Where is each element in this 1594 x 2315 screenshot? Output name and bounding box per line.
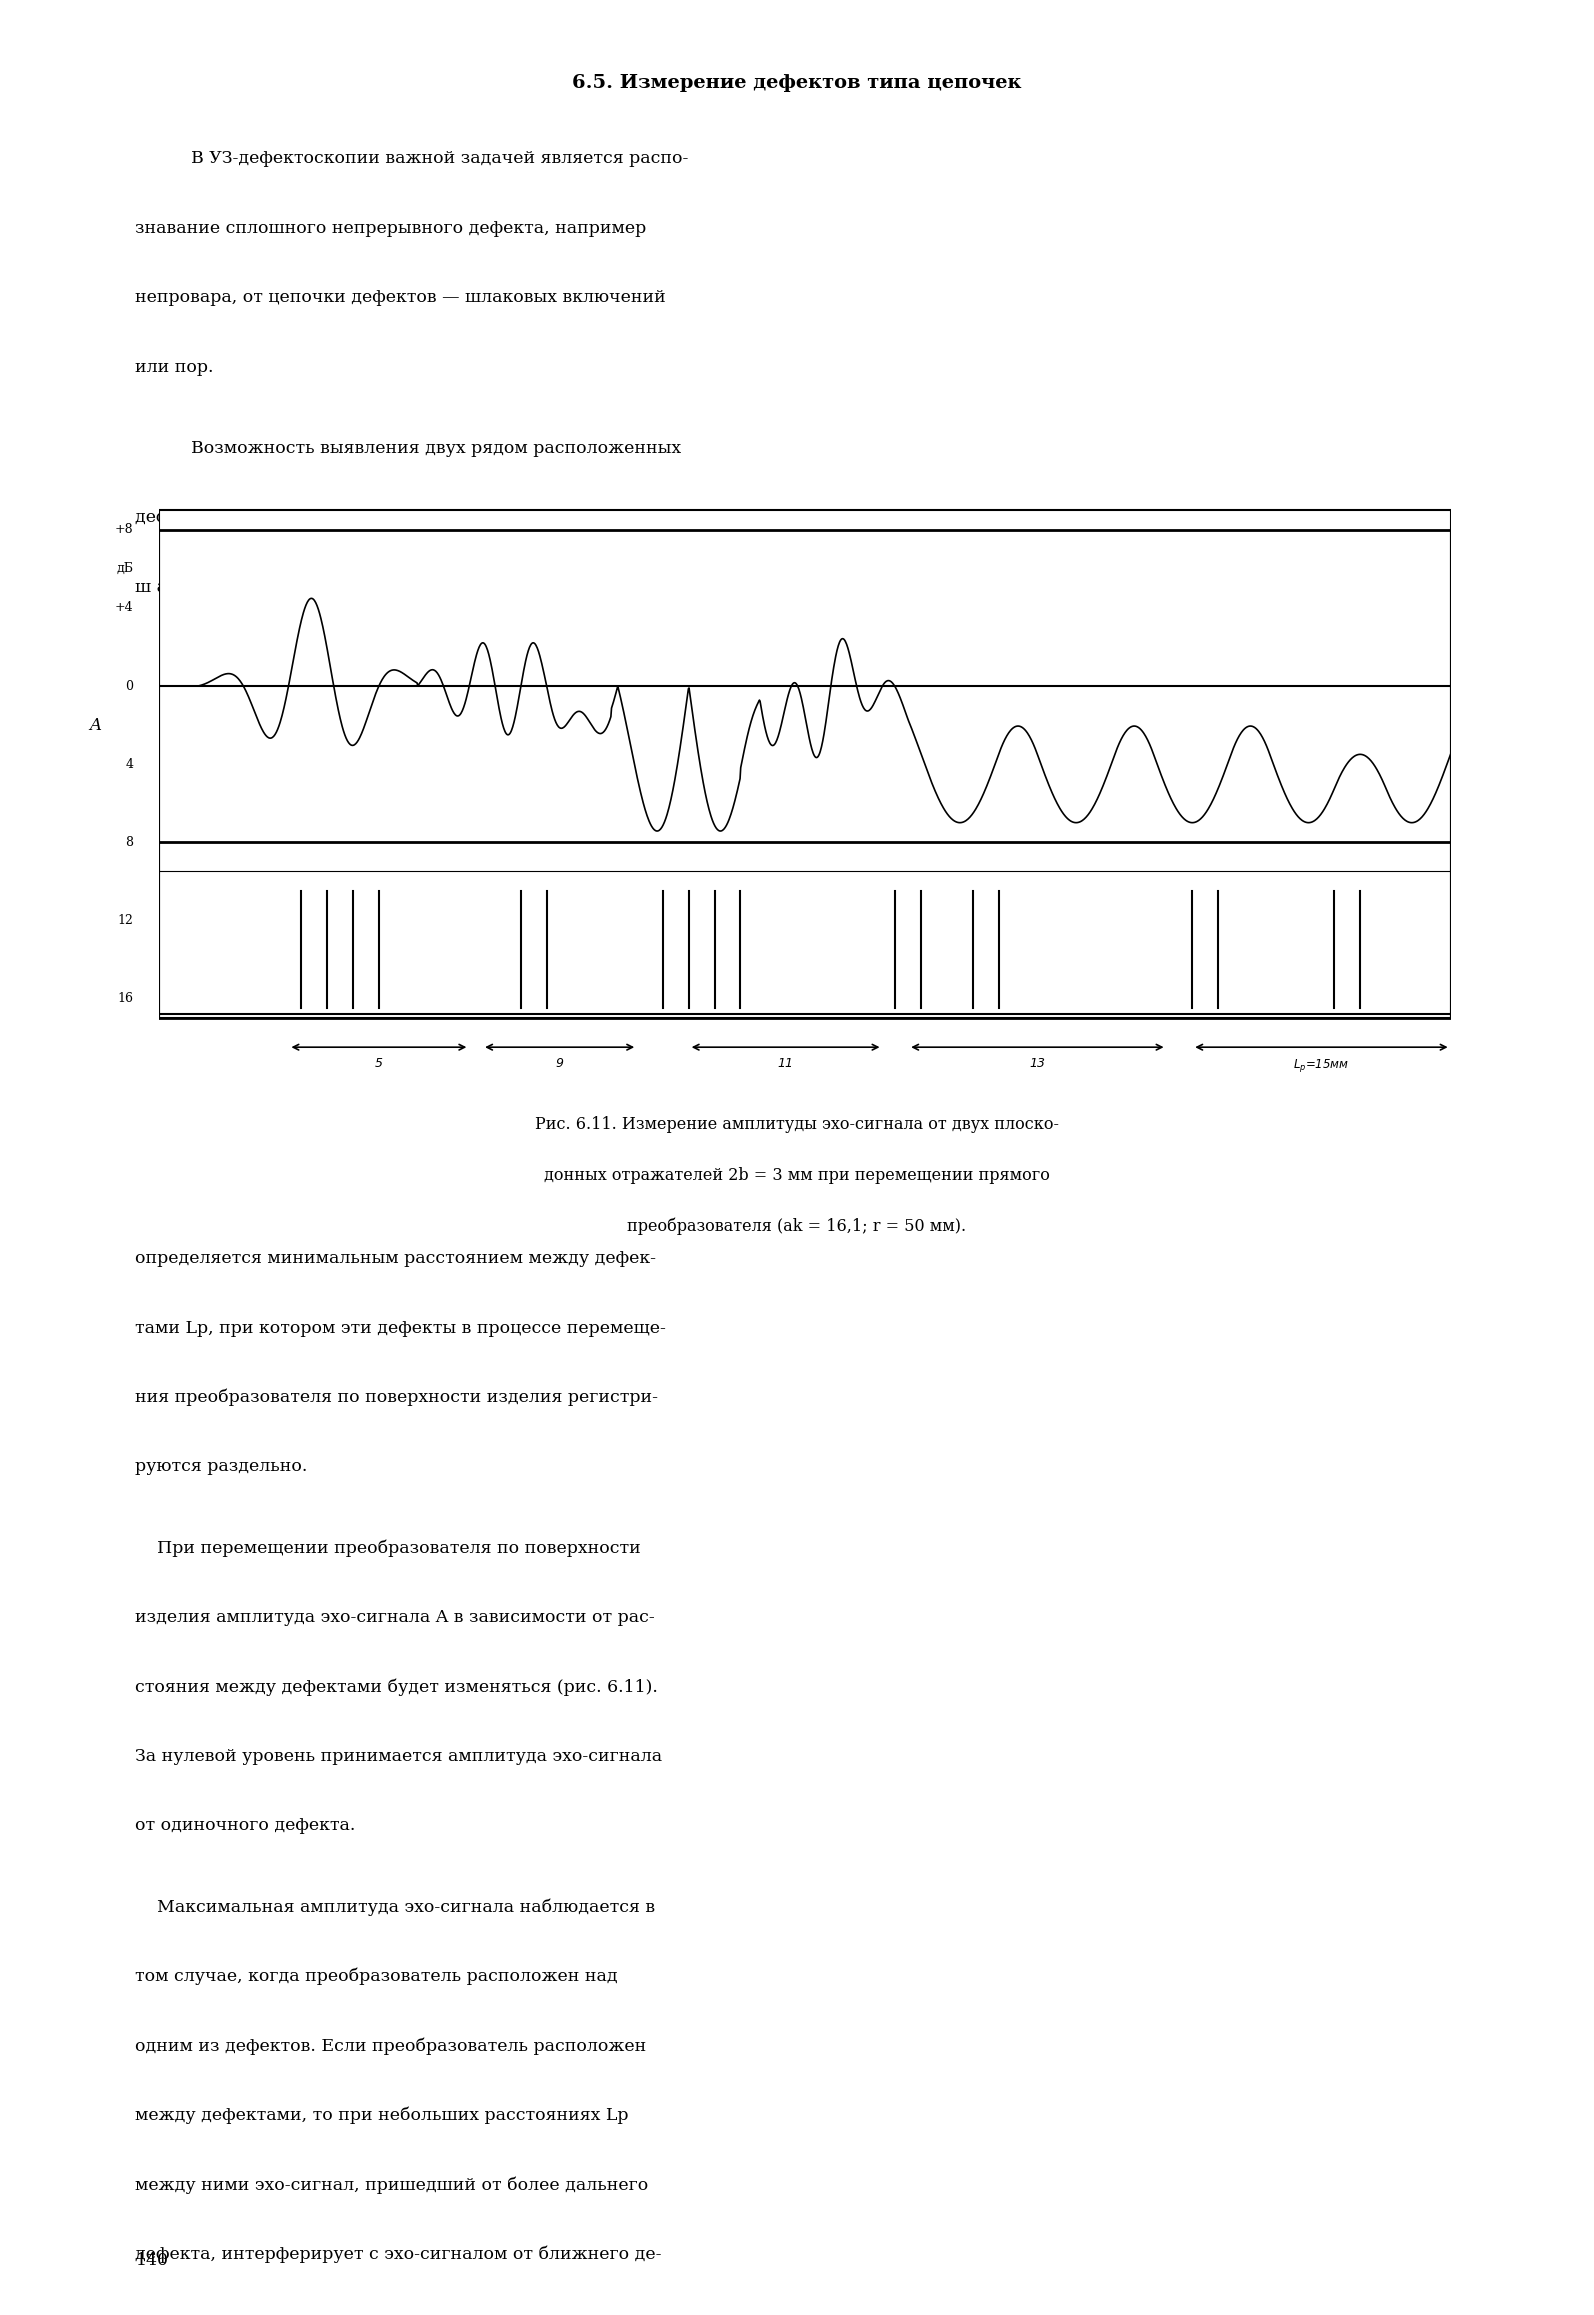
Text: ния преобразователя по поверхности изделия регистри-: ния преобразователя по поверхности издел… [135,1389,658,1408]
Text: ш а ю щ е й  с п о с о б н о с т ь ю преобразователя. Она: ш а ю щ е й с п о с о б н о с т ь ю прео… [135,579,654,597]
Text: дБ: дБ [116,563,134,576]
Text: 11: 11 [778,1058,794,1070]
Text: 4: 4 [126,757,134,771]
Text: или пор.: или пор. [135,359,214,375]
Text: В УЗ-дефектоскопии важной задачей является распо-: В УЗ-дефектоскопии важной задачей являет… [191,150,689,167]
Text: между ними эхо-сигнал, пришедший от более дальнего: между ними эхо-сигнал, пришедший от боле… [135,2176,649,2195]
Text: При перемещении преобразователя по поверхности: При перемещении преобразователя по повер… [135,1539,641,1558]
Text: 12: 12 [118,914,134,926]
Text: руются раздельно.: руются раздельно. [135,1458,308,1475]
Text: 0: 0 [126,681,134,692]
Text: 6.5. Измерение дефектов типа цепочек: 6.5. Измерение дефектов типа цепочек [572,74,1022,93]
Text: Возможность выявления двух рядом расположенных: Возможность выявления двух рядом располо… [191,440,681,456]
Text: одним из дефектов. Если преобразователь расположен: одним из дефектов. Если преобразователь … [135,2037,647,2056]
Text: 140: 140 [135,2252,169,2269]
Text: непровара, от цепочки дефектов — шлаковых включений: непровара, от цепочки дефектов — шлаковы… [135,289,666,306]
Text: определяется минимальным расстоянием между дефек-: определяется минимальным расстоянием меж… [135,1250,657,1266]
Text: между дефектами, то при небольших расстояниях Lр: между дефектами, то при небольших рассто… [135,2107,630,2125]
Text: знавание сплошного непрерывного дефекта, например: знавание сплошного непрерывного дефекта,… [135,220,647,236]
Text: преобразователя (ak = 16,1; r = 50 мм).: преобразователя (ak = 16,1; r = 50 мм). [628,1218,966,1236]
Text: 8: 8 [126,836,134,850]
Text: том случае, когда преобразователь расположен над: том случае, когда преобразователь распол… [135,1968,618,1986]
Text: За нулевой уровень принимается амплитуда эхо-сигнала: За нулевой уровень принимается амплитуда… [135,1748,663,1764]
Text: дефекта, интерферирует с эхо-сигналом от ближнего де-: дефекта, интерферирует с эхо-сигналом от… [135,2246,662,2264]
Text: стояния между дефектами будет изменяться (рис. 6.11).: стояния между дефектами будет изменяться… [135,1678,658,1697]
Text: Максимальная амплитуда эхо-сигнала наблюдается в: Максимальная амплитуда эхо-сигнала наблю… [135,1898,655,1917]
Text: изделия амплитуда эхо-сигнала A в зависимости от рас-: изделия амплитуда эхо-сигнала A в зависи… [135,1609,655,1625]
Text: дефектов характеризуется  ф р о н т а л ь н о й  р а з р е-: дефектов характеризуется ф р о н т а л ь… [135,509,660,526]
Text: от одиночного дефекта.: от одиночного дефекта. [135,1817,355,1833]
Text: тами Lр, при котором эти дефекты в процессе перемеще-: тами Lр, при котором эти дефекты в проце… [135,1320,666,1336]
Text: 13: 13 [1030,1058,1046,1070]
Text: донных отражателей 2b = 3 мм при перемещении прямого: донных отражателей 2b = 3 мм при перемещ… [544,1167,1050,1183]
Text: $L_p$=15мм: $L_p$=15мм [1293,1058,1350,1074]
Text: 5: 5 [375,1058,383,1070]
Text: 9: 9 [556,1058,564,1070]
Bar [159,509,1451,1019]
Text: 16: 16 [118,991,134,1005]
Text: A: A [89,718,100,734]
Text: +8: +8 [115,523,134,537]
Text: +4: +4 [115,602,134,613]
Text: Рис. 6.11. Измерение амплитуды эхо-сигнала от двух плоско-: Рис. 6.11. Измерение амплитуды эхо-сигна… [536,1116,1058,1132]
